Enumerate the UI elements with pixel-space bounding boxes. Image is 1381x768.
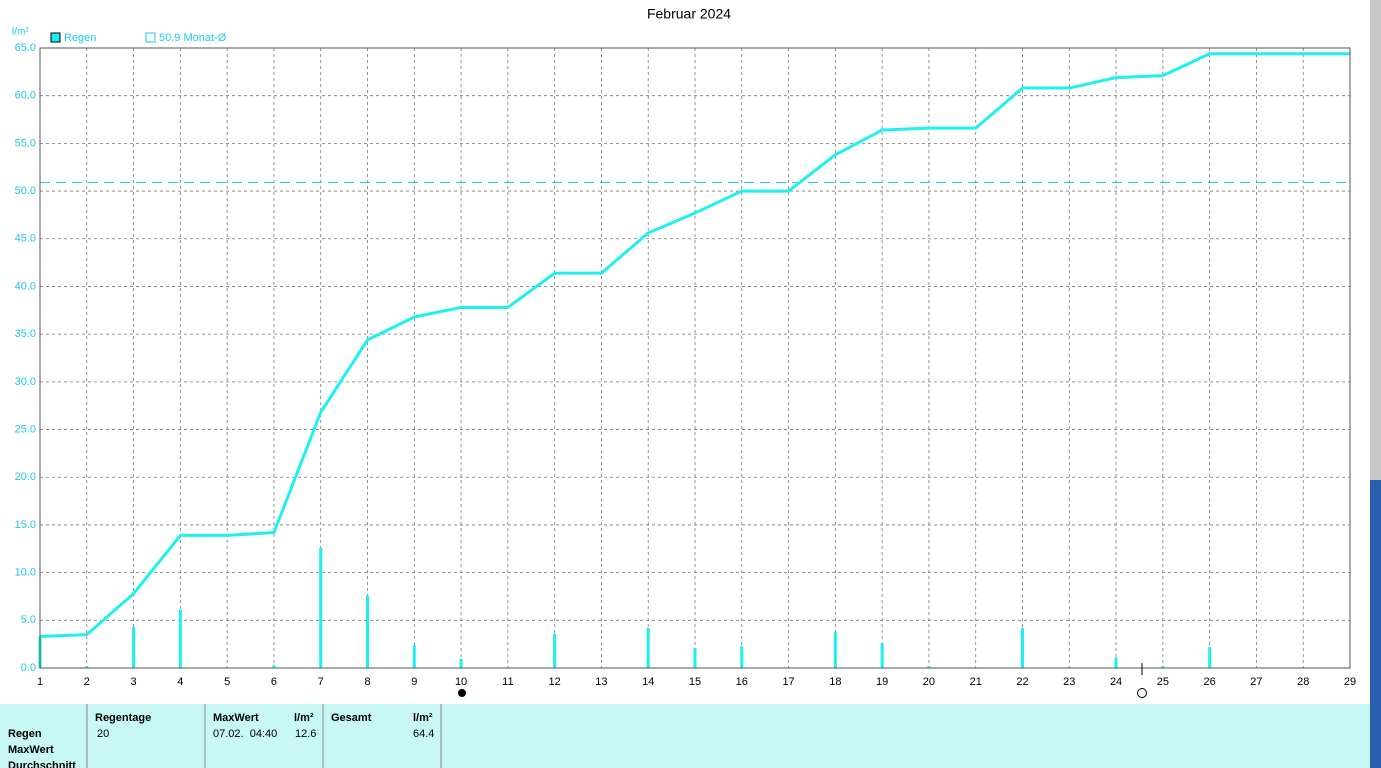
y-tick-label: 35.0 (15, 328, 36, 340)
cumulative-line (39, 52, 1350, 639)
daily-bar (459, 658, 463, 668)
x-tick-label: 17 (782, 676, 794, 688)
y-tick-label: 60.0 (15, 90, 36, 102)
x-tick-label: 15 (689, 676, 701, 688)
x-tick-label: 2 (84, 676, 90, 688)
y-tick-label: 25.0 (15, 423, 36, 435)
x-tick-label: 26 (1204, 676, 1216, 688)
daily-bar (132, 626, 136, 668)
legend-label: Regen (64, 32, 96, 44)
row-label: Durchschnitt (8, 760, 76, 768)
daily-bar (319, 547, 323, 668)
daily-bar (880, 643, 884, 668)
daily-bar (693, 647, 697, 668)
col-header: Gesamt (331, 712, 372, 724)
col-unit: l/m² (294, 712, 314, 724)
daily-bar (1161, 666, 1165, 668)
x-tick-label: 5 (224, 676, 230, 688)
daily-bar (178, 609, 182, 668)
y-tick-label: 30.0 (15, 376, 36, 388)
cell: 07.02. 04:40 (213, 728, 277, 740)
plot (38, 47, 1351, 669)
y-tick-label: 50.0 (15, 185, 36, 197)
table-bg (0, 704, 1370, 768)
x-tick-label: 3 (131, 676, 137, 688)
daily-bar (272, 665, 276, 668)
x-tick-label: 4 (177, 676, 183, 688)
y-tick-label: 0.0 (21, 662, 36, 674)
x-tick-label: 24 (1110, 676, 1122, 688)
daily-bar (1208, 647, 1212, 668)
window-edge (1370, 480, 1381, 768)
y-tick-label: 5.0 (21, 614, 36, 626)
legend-swatch (50, 32, 61, 43)
daily-bar (1114, 657, 1118, 668)
x-tick-label: 25 (1157, 676, 1169, 688)
cell: 64.4 (413, 728, 434, 740)
x-tick-label: 20 (923, 676, 935, 688)
x-tick-label: 21 (970, 676, 982, 688)
y-tick-label: 10.0 (15, 567, 36, 579)
y-tick-label: 20.0 (15, 471, 36, 483)
cell: 12.6 (295, 728, 316, 740)
y-axis-label: l/m² (12, 27, 29, 38)
x-tick-label: 23 (1063, 676, 1075, 688)
x-tick-label: 18 (829, 676, 841, 688)
x-tick-label: 11 (502, 676, 513, 688)
col-header: MaxWert (213, 712, 259, 724)
daily-bar (927, 666, 931, 668)
daily-bar (553, 633, 557, 668)
x-tick-label: 28 (1297, 676, 1309, 688)
x-tick-label: 27 (1250, 676, 1262, 688)
daily-bar (1021, 627, 1024, 668)
row-label: MaxWert (8, 744, 54, 756)
x-tick-label: 16 (736, 676, 748, 688)
x-tick-label: 9 (411, 676, 417, 688)
x-tick-label: 1 (37, 676, 43, 688)
y-tick-label: 40.0 (15, 280, 36, 292)
chart-title: Februar 2024 (647, 6, 731, 22)
daily-bar (412, 645, 416, 668)
daily-bar (646, 627, 650, 668)
plot-frame (39, 47, 1351, 669)
moon-full (458, 689, 466, 697)
daily-bar (740, 646, 744, 668)
row-label: Regen (8, 728, 42, 740)
x-tick-label: 6 (271, 676, 277, 688)
daily-bar (85, 666, 89, 668)
y-tick-label: 65.0 (15, 42, 36, 54)
moon-new (1137, 688, 1147, 698)
col-header: Regentage (95, 712, 151, 724)
x-tick-label: 7 (318, 676, 324, 688)
x-tick-label: 12 (549, 676, 561, 688)
x-tick-label: 14 (642, 676, 654, 688)
x-tick-label: 22 (1016, 676, 1028, 688)
summary-table: Regen MaxWert Durchschnitt Regentage 20 … (0, 704, 1370, 768)
x-tick-label: 13 (595, 676, 607, 688)
x-tick-label: 29 (1344, 676, 1356, 688)
daily-bar (833, 631, 837, 668)
window-edge (1370, 0, 1381, 480)
x-tick-label: 8 (364, 676, 370, 688)
y-tick-label: 15.0 (15, 519, 36, 531)
cell: 20 (97, 728, 109, 740)
col-unit: l/m² (413, 712, 433, 724)
legend-label: 50.9 Monat-Ø (159, 32, 227, 44)
y-tick-label: 45.0 (15, 233, 36, 245)
x-tick-label: 19 (876, 676, 888, 688)
legend-swatch (145, 32, 156, 43)
daily-bar (366, 595, 369, 668)
y-tick-label: 55.0 (15, 137, 36, 149)
x-tick-label: 10 (455, 676, 467, 688)
